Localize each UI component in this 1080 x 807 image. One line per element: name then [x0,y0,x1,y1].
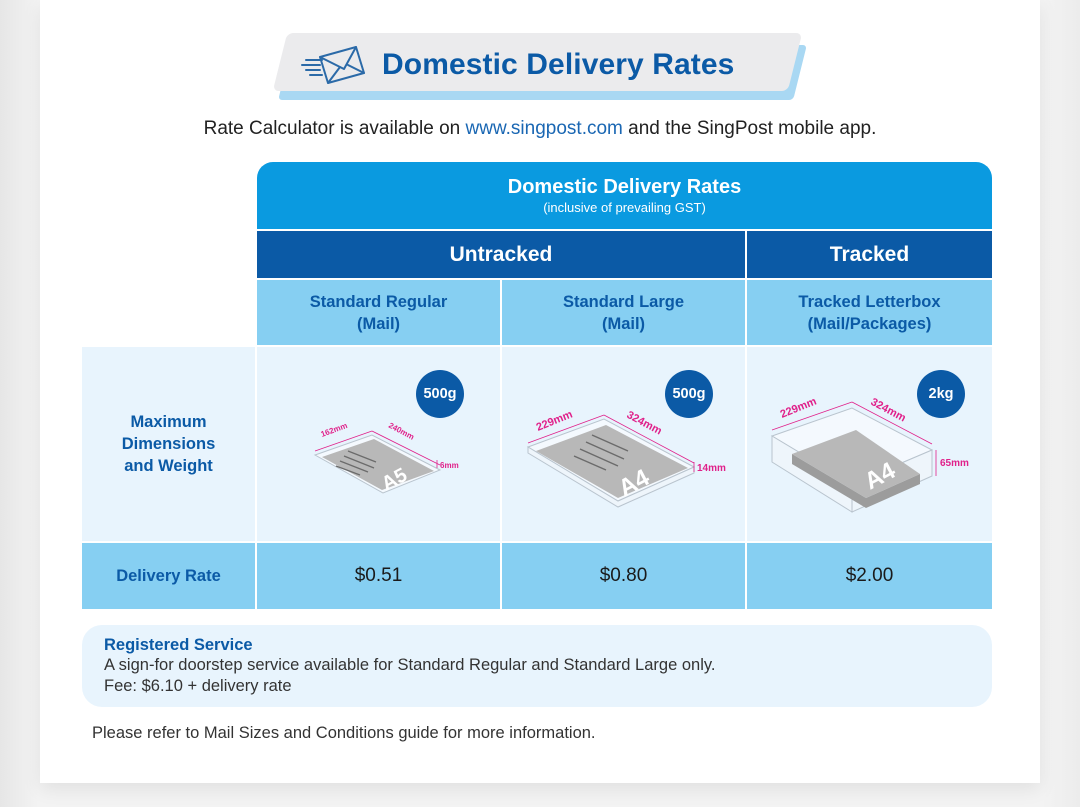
svg-text:6mm: 6mm [440,461,459,470]
banner-content: Domestic Delivery Rates [300,40,780,90]
service-name: Standard Large [562,292,685,311]
service-type: (Mail) [356,314,401,333]
group-tracked: Tracked [747,231,992,278]
svg-text:240mm: 240mm [387,421,416,442]
row-label-rate: Delivery Rate [82,543,255,609]
gst-note: (inclusive of prevailing GST) [543,200,706,215]
envelope-speed-icon [301,46,365,84]
group-label: Tracked [829,242,910,266]
svg-text:229mm: 229mm [779,395,819,420]
svg-text:162mm: 162mm [320,421,349,439]
service-header-standard-large: Standard Large (Mail) [502,280,745,345]
row-label-line: Maximum [130,413,207,431]
svg-text:229mm: 229mm [535,408,575,433]
subtitle-prefix: Rate Calculator is available on [203,118,466,139]
weight-badge: 2kg [917,370,965,418]
svg-text:14mm: 14mm [697,463,726,474]
a5-mail-illustration-icon: A5 162mm 240mm 6mm [313,421,459,495]
service-header-standard-regular: Standard Regular (Mail) [257,280,500,345]
service-type: (Mail) [601,314,646,333]
page-title: Domestic Delivery Rates [382,48,735,81]
row-label: Delivery Rate [116,567,221,585]
subtitle: Rate Calculator is available on www.sing… [0,118,1080,140]
row-label-line: Dimensions [121,435,216,453]
service-header-tracked-letterbox: Tracked Letterbox (Mail/Packages) [747,280,992,345]
service-type: (Mail/Packages) [807,314,932,333]
service-name: Tracked Letterbox [798,292,941,311]
registered-service-box: Registered Service A sign-for doorstep s… [82,625,992,707]
rate-value: $0.51 [354,565,403,586]
registered-title: Registered Service [104,636,253,654]
rate-cell-standard-large: $0.80 [502,543,745,609]
weight-value: 500g [423,386,457,402]
table-header: Domestic Delivery Rates (inclusive of pr… [257,162,992,229]
rate-value: $0.80 [599,565,648,586]
rate-cell-standard-regular: $0.51 [257,543,500,609]
group-untracked: Untracked [257,231,745,278]
subtitle-suffix: and the SingPost mobile app. [622,118,877,139]
row-label-dimensions: Maximum Dimensions and Weight [82,347,255,541]
rate-value: $2.00 [845,565,894,586]
footnote: Please refer to Mail Sizes and Condition… [92,724,596,742]
weight-badge: 500g [665,370,713,418]
weight-badge: 500g [416,370,464,418]
a4-package-illustration-icon: A4 229mm 324mm 65mm [770,395,969,513]
registered-description: A sign-for doorstep service available fo… [104,656,716,674]
group-label: Untracked [449,242,553,266]
svg-text:65mm: 65mm [940,458,969,469]
rate-cell-tracked-letterbox: $2.00 [747,543,992,609]
weight-value: 2kg [928,386,954,402]
weight-value: 500g [672,386,706,402]
registered-fee: Fee: $6.10 + delivery rate [104,677,292,695]
row-label-line: and Weight [124,457,213,475]
table-title: Domestic Delivery Rates [507,176,742,198]
a4-mail-illustration-icon: A4 229mm 324mm 14mm [526,408,726,508]
service-name: Standard Regular [309,292,448,311]
singpost-link[interactable]: www.singpost.com [465,118,623,139]
